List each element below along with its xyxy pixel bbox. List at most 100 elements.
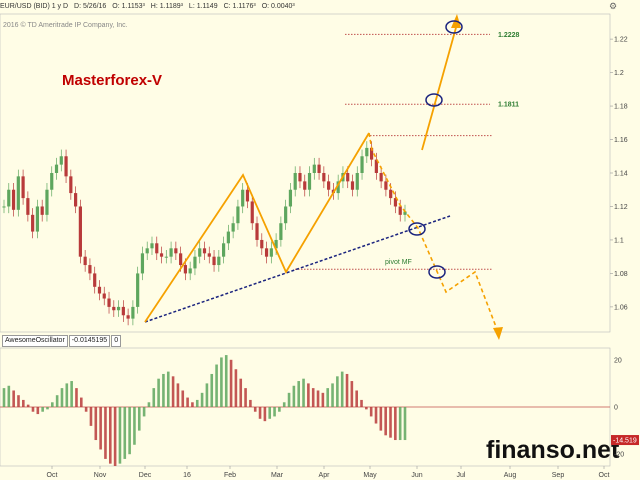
candle-body <box>45 189 49 215</box>
candle-body <box>384 181 388 190</box>
candle-body <box>74 193 78 207</box>
x-tick-label: 16 <box>183 472 191 479</box>
oscillator-bar <box>326 388 329 407</box>
candle-body <box>188 268 192 274</box>
oscillator-bar <box>60 388 64 407</box>
oscillator-bar <box>336 376 339 407</box>
trend-line <box>144 215 451 323</box>
candle-body <box>116 306 121 311</box>
x-tick-label: Mar <box>271 472 284 479</box>
oscillator-bar <box>311 388 315 407</box>
oscillator-bar <box>292 385 296 407</box>
x-tick-label: Dec <box>139 472 152 479</box>
oscillator-last-label: -14.519 <box>613 438 637 445</box>
price-header: EUR/USD (BID) 1 y D D: 5/26/16 O: 1.1153… <box>0 0 610 14</box>
low-label: L: 1.1149 <box>188 3 218 10</box>
oscillator-bar <box>99 407 102 450</box>
projection-down-line <box>368 132 499 333</box>
candle-body <box>83 256 87 266</box>
oscillator-bar <box>65 383 69 407</box>
candle-body <box>11 189 16 210</box>
candle-body <box>236 206 240 224</box>
candle-body <box>269 248 273 257</box>
oscillator-bar <box>17 395 20 407</box>
oscillator-last-tag <box>611 435 639 446</box>
y-tick-label: 1.1 <box>614 237 624 244</box>
candle-body <box>59 156 63 165</box>
candle-body <box>279 223 283 240</box>
candle-body <box>174 248 178 254</box>
oscillator-bar <box>80 397 83 407</box>
candle-body <box>346 173 350 182</box>
candle-body <box>169 248 173 257</box>
oscillator-bar <box>350 381 354 407</box>
oscillator-bar <box>302 378 305 407</box>
oscillator-bar <box>205 383 209 407</box>
candle-body <box>355 173 359 190</box>
oscillator-bar <box>365 407 368 410</box>
oscillator-bar <box>273 407 276 417</box>
oscillator-bar <box>108 407 112 464</box>
candle-body <box>250 201 254 224</box>
candle-body <box>231 223 235 232</box>
candle-body <box>255 223 259 240</box>
projection-up-line <box>421 23 458 151</box>
candle-body <box>379 173 383 182</box>
target-circle <box>428 265 446 279</box>
candle-body <box>288 189 293 207</box>
candle-body <box>16 176 20 210</box>
oscillator-bar <box>152 388 156 407</box>
oscillator-bar <box>70 381 73 407</box>
oscillator-bar <box>162 373 165 407</box>
oscillator-bar <box>263 407 267 422</box>
level-label: 1.1811 <box>498 102 519 109</box>
candle-body <box>102 293 106 299</box>
oscillator-bar <box>220 357 223 407</box>
oscillator-bar <box>379 407 383 431</box>
candle-body <box>21 176 25 199</box>
oscillator-bar <box>181 390 185 407</box>
oscillator-bar <box>128 407 131 455</box>
oscillator-bar <box>282 402 286 407</box>
candle-body <box>155 243 159 254</box>
copyright-text: 2016 © TD Ameritrade IP Company, Inc. <box>3 22 128 29</box>
candle-body <box>69 176 73 194</box>
oscillator-bar <box>176 383 180 407</box>
oscillator-value: -0.0145195 <box>68 335 111 347</box>
candle-body <box>131 306 135 319</box>
y-tick-label: 1.18 <box>614 104 628 111</box>
candle-body <box>350 181 355 190</box>
x-tick-label: Apr <box>319 472 331 479</box>
symbol-label: EUR/USD (BID) 1 y D <box>0 3 69 10</box>
oscillator-bar <box>166 371 170 407</box>
oscillator-bar <box>12 390 15 407</box>
brand-watermark: finanso.net <box>486 436 620 464</box>
oscillator-extra: 0 <box>111 335 122 347</box>
date-label: D: 5/26/16 <box>74 3 107 10</box>
candle-body <box>212 256 216 266</box>
candle-body <box>389 189 393 199</box>
oscillator-bar <box>89 407 93 426</box>
y-tick-label: 1.08 <box>614 271 628 278</box>
oscillator-bar <box>307 383 310 407</box>
candle-body <box>241 189 245 207</box>
candle-body <box>284 206 288 224</box>
candle-body <box>88 265 92 274</box>
oscillator-bar <box>224 355 228 407</box>
oscillator-name[interactable]: AwesomeOscillator <box>2 335 68 347</box>
x-tick-label: Oct <box>47 472 58 479</box>
candle-body <box>97 286 102 294</box>
oscillator-bar <box>268 407 272 419</box>
gear-icon[interactable]: ⚙ <box>609 1 618 11</box>
candle-body <box>374 159 378 173</box>
candle-body <box>50 173 54 190</box>
target-circle <box>445 20 463 34</box>
candle-body <box>54 164 59 173</box>
x-tick-label: Oct <box>599 472 610 479</box>
oscillator-bar <box>360 399 363 407</box>
candle-body <box>327 181 331 190</box>
oscillator-bar <box>186 397 189 407</box>
oscillator-bar <box>147 402 151 407</box>
x-tick-label: Aug <box>504 472 517 479</box>
